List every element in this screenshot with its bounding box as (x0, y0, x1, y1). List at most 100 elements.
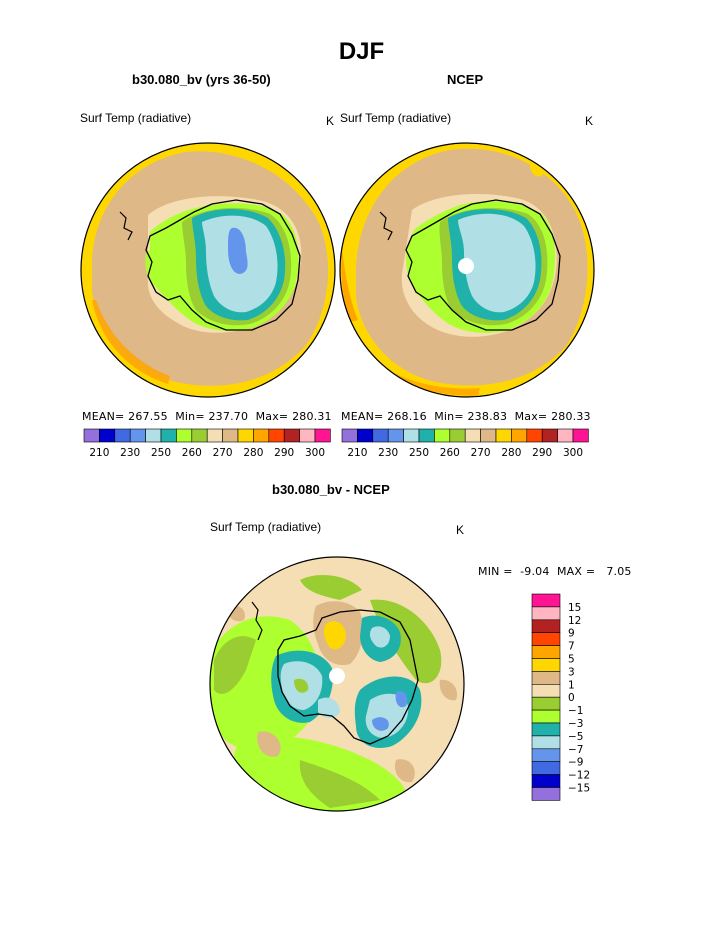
colorbar-swatch (531, 632, 561, 646)
colorbar-swatch (480, 428, 497, 443)
colorbar-swatch (299, 428, 316, 443)
colorbar-swatch (531, 787, 561, 801)
colorbar-tick-label: 210 (89, 447, 109, 459)
colorbar-swatch (531, 671, 561, 685)
colorbar-swatch (511, 428, 528, 443)
colorbar-swatch (531, 683, 561, 698)
panel-1-stats: MEAN= 267.55 Min= 237.70 Max= 280.31 (82, 410, 332, 423)
colorbar-swatch (531, 774, 561, 788)
panel-3-title: b30.080_bv - NCEP (272, 482, 390, 497)
colorbar-swatch (372, 428, 389, 443)
colorbar-swatch (531, 619, 561, 633)
panel-2-units: K (585, 114, 594, 128)
panel-2-title: NCEP (447, 72, 484, 87)
colorbar-tick-label: 290 (532, 447, 552, 459)
colorbar-swatch (145, 428, 162, 443)
colorbar-tick-label: 260 (182, 447, 202, 459)
colorbar-swatch (541, 428, 558, 443)
colorbar-swatch (191, 428, 208, 443)
colorbar-swatch (403, 428, 420, 443)
colorbar-tick-label: 210 (347, 447, 367, 459)
colorbar-swatch (464, 428, 481, 443)
panel-2-stats: MEAN= 268.16 Min= 238.83 Max= 280.33 (341, 410, 591, 423)
panel-2-max-value: 280.33 (551, 410, 591, 423)
colorbar-swatch (531, 761, 561, 775)
panel-1-max-label: Max= (255, 410, 289, 423)
colorbar-tick-label: 15 (568, 602, 581, 614)
colorbar-tick-label: 7 (568, 641, 575, 653)
colorbar-swatch (434, 428, 451, 443)
colorbar-swatch (314, 428, 331, 443)
colorbar-swatch (531, 748, 561, 762)
colorbar-tick-label: 280 (501, 447, 521, 459)
colorbar-2: 210 230 250 260 270 280 290 300 (341, 428, 589, 459)
colorbar-swatch (531, 709, 561, 724)
panel-1-mean-label: MEAN= (82, 410, 125, 423)
colorbar-swatch (387, 428, 404, 443)
colorbar-tick-label: −12 (568, 770, 590, 782)
colorbar-swatch (531, 645, 561, 659)
colorbar-tick-label: 260 (440, 447, 460, 459)
colorbar-swatch (531, 735, 561, 750)
panel-1-units: K (326, 114, 335, 128)
colorbar-swatch (99, 428, 116, 443)
panel-3-field-label: Surf Temp (radiative) (210, 520, 322, 534)
colorbar-swatch (283, 428, 300, 443)
colorbar-1: 210 230 250 260 270 280 290 300 (83, 428, 331, 459)
page-title: DJF (338, 38, 385, 65)
colorbar-tick-label: 12 (568, 615, 581, 627)
colorbar-swatch (531, 606, 561, 621)
colorbar-swatch (531, 593, 561, 608)
panel-2-mean-label: MEAN= (341, 410, 384, 423)
map-2-ncep (339, 142, 595, 398)
panel-1-min-value: 237.70 (208, 410, 249, 423)
colorbar-tick-label: 5 (568, 654, 575, 666)
panel-3-stats: MIN = -9.04 MAX = 7.05 (478, 565, 632, 578)
panel-3-min-value: -9.04 (520, 565, 550, 578)
colorbar-tick-label: 300 (305, 447, 325, 459)
colorbar-swatch (531, 722, 561, 737)
colorbar-tick-label: 9 (568, 628, 575, 640)
colorbar-swatch (572, 428, 589, 443)
colorbar-tick-label: 230 (378, 447, 398, 459)
colorbar-swatch (129, 428, 146, 443)
colorbar-swatch (495, 428, 512, 443)
colorbar-tick-label: −3 (568, 718, 583, 730)
panel-3-min-label: MIN = (478, 565, 513, 578)
colorbar-tick-label: 270 (471, 447, 491, 459)
colorbar-swatch (237, 428, 254, 443)
panel-3-units: K (456, 523, 465, 537)
colorbar-swatch (531, 658, 561, 672)
panel-1-title: b30.080_bv (yrs 36-50) (132, 72, 271, 87)
panel-2-min-label: Min= (434, 410, 464, 423)
colorbar-swatch (418, 428, 435, 443)
panel-1-mean-value: 267.55 (128, 410, 168, 423)
colorbar-tick-label: 250 (409, 447, 429, 459)
map-3-difference (209, 556, 465, 812)
colorbar-swatch (341, 428, 358, 443)
colorbar-swatch (531, 696, 561, 711)
colorbar-tick-label: −1 (568, 705, 583, 717)
colorbar-tick-label: −9 (568, 757, 583, 769)
colorbar-swatch (268, 428, 285, 443)
panel-1-field-label: Surf Temp (radiative) (80, 111, 192, 125)
panel-2-mean-value: 268.16 (387, 410, 427, 423)
colorbar-tick-label: −15 (568, 783, 590, 795)
panel-2-field-label: Surf Temp (radiative) (340, 111, 452, 125)
colorbar-swatch (176, 428, 193, 443)
colorbar-swatch (83, 428, 100, 443)
colorbar-swatch (206, 428, 223, 443)
colorbar-tick-label: 3 (568, 666, 575, 678)
colorbar-tick-label: 230 (120, 447, 140, 459)
panel-1-min-label: Min= (175, 410, 205, 423)
colorbar-swatch (253, 428, 270, 443)
colorbar-tick-label: −5 (568, 731, 583, 743)
colorbar-swatch (557, 428, 574, 443)
colorbar-tick-label: 300 (563, 447, 583, 459)
panel-3-max-label: MAX = (556, 565, 596, 578)
colorbar-swatch (357, 428, 374, 443)
colorbar-tick-label: 280 (243, 447, 263, 459)
colorbar-swatch (449, 428, 466, 443)
